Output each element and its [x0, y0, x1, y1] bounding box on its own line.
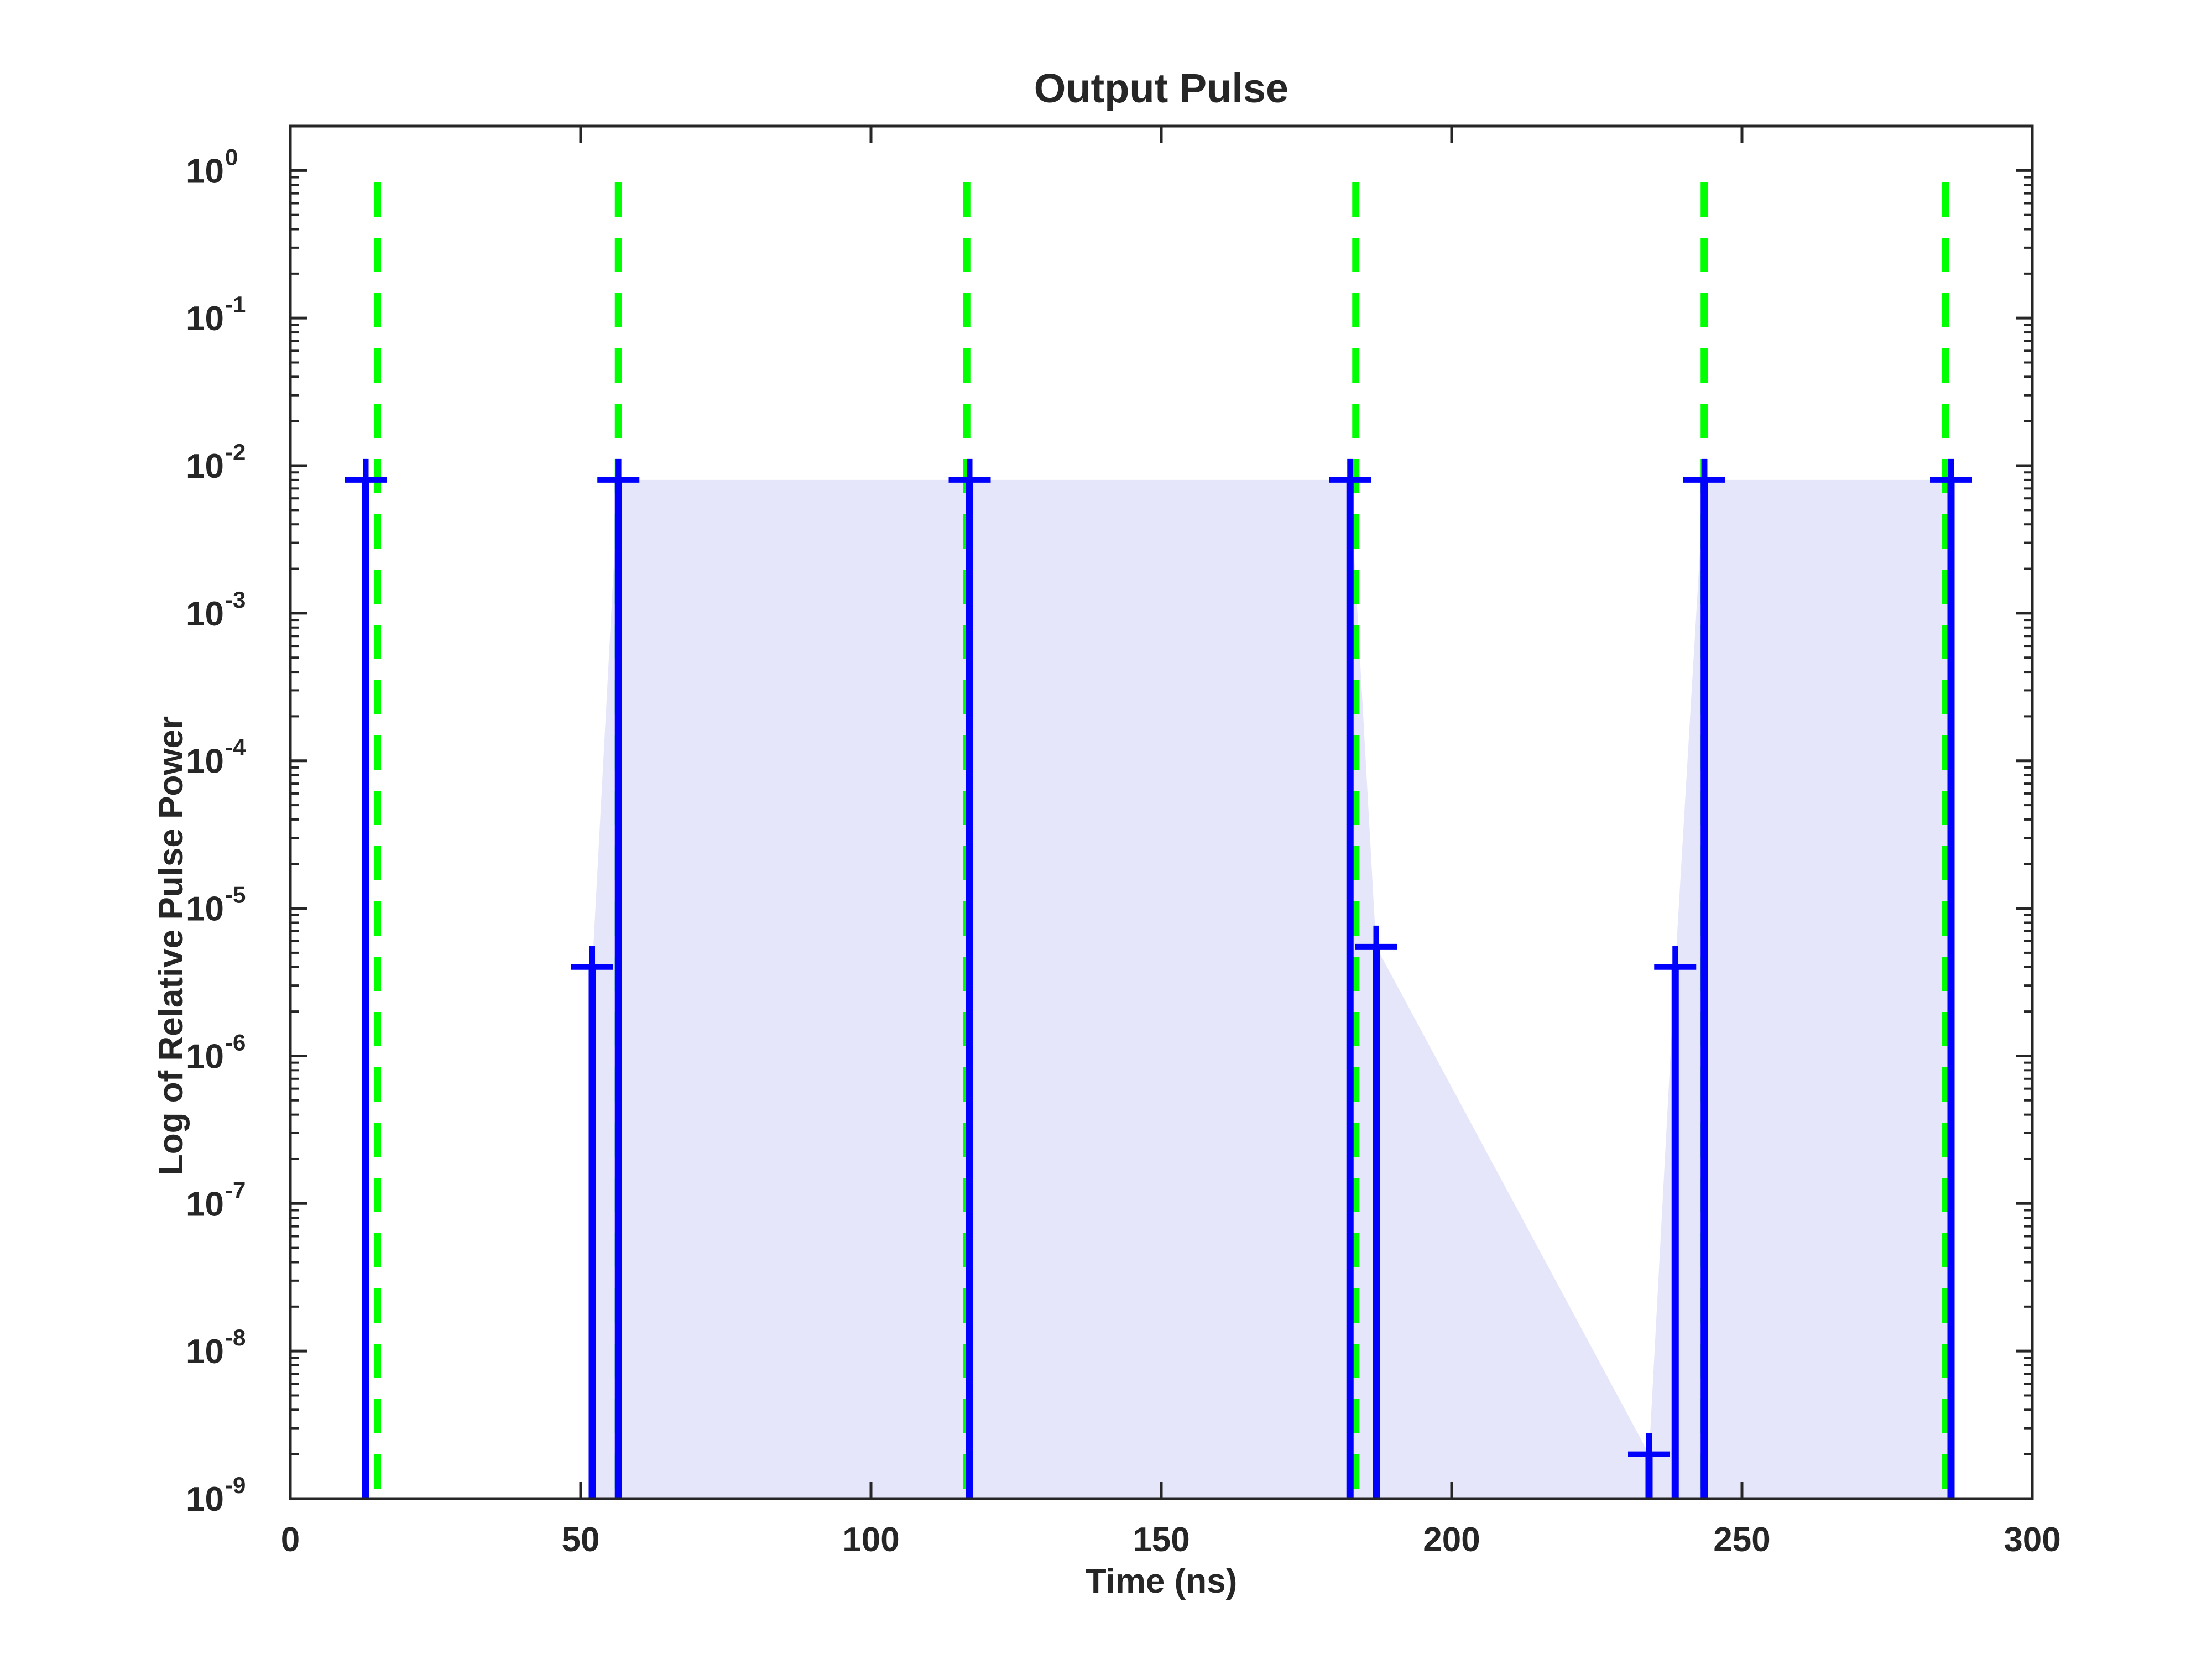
y-tick-exponent-4: -5: [225, 882, 246, 908]
chart-title: Output Pulse: [1034, 65, 1288, 111]
y-tick-label-2: 10: [186, 1185, 224, 1223]
y-tick-label-5: 10: [186, 743, 224, 781]
x-tick-label-6: 300: [2004, 1521, 2060, 1559]
y-tick-exponent-8: -1: [225, 291, 246, 317]
y-tick-label-3: 10: [186, 1037, 224, 1076]
y-tick-label-8: 10: [186, 300, 224, 338]
y-tick-exponent-1: -8: [225, 1324, 246, 1350]
y-tick-label-6: 10: [186, 595, 224, 633]
x-tick-label-5: 250: [1713, 1521, 1770, 1559]
stem-series-layer: [345, 458, 1972, 1499]
y-tick-label-9: 10: [186, 152, 224, 190]
y-tick-exponent-9: 0: [225, 144, 238, 170]
y-tick-exponent-3: -6: [225, 1029, 246, 1055]
x-tick-label-3: 150: [1133, 1521, 1190, 1559]
y-axis-label: Log of Relative Pulse Power: [152, 716, 190, 1175]
y-tick-exponent-2: -7: [225, 1177, 246, 1203]
shaded-area: [592, 479, 1951, 1499]
shaded-area-layer: [592, 479, 1951, 1499]
y-tick-label-1: 10: [186, 1333, 224, 1371]
y-tick-exponent-0: -9: [225, 1472, 246, 1498]
x-tick-label-2: 100: [842, 1521, 899, 1559]
x-axis-label: Time (ns): [1086, 1562, 1237, 1600]
y-tick-exponent-7: -2: [225, 439, 246, 465]
x-tick-label-4: 200: [1423, 1521, 1480, 1559]
y-tick-label-0: 10: [186, 1480, 224, 1519]
y-tick-label-4: 10: [186, 890, 224, 928]
y-tick-exponent-6: -3: [225, 587, 246, 613]
x-tick-label-0: 0: [281, 1521, 300, 1559]
y-tick-label-7: 10: [186, 447, 224, 486]
x-axis: 0 50 100 150 200 250 300: [281, 126, 2061, 1559]
x-tick-label-1: 50: [562, 1521, 600, 1559]
y-tick-exponent-5: -4: [225, 734, 246, 760]
